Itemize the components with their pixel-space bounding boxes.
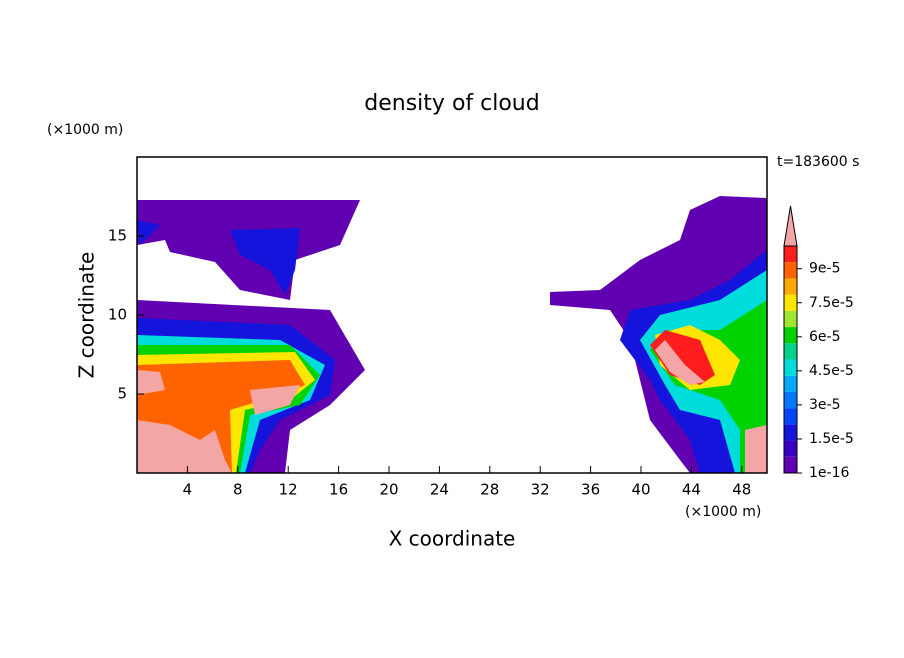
- colorbar-band: [784, 327, 797, 344]
- colorbar-band: [784, 343, 797, 360]
- contour-field: [137, 196, 767, 473]
- colorbar-band: [784, 440, 797, 457]
- colorbar-band: [784, 456, 797, 473]
- y-axis-label: Z coordinate: [75, 252, 99, 379]
- colorbar-tick-label: 9e-5: [809, 261, 840, 277]
- x-tick-label: 4: [183, 481, 193, 499]
- colorbar-tick-label: 3e-5: [809, 397, 840, 413]
- colorbar-tick-label: 1.5e-5: [809, 431, 854, 447]
- y-tick-label: 10: [108, 306, 127, 324]
- x-tick-label: 40: [631, 481, 650, 499]
- colorbar-tick-label: 7.5e-5: [809, 295, 854, 311]
- colorbar-band: [784, 262, 797, 279]
- colorbar-band: [784, 294, 797, 311]
- x-tick-label: 48: [732, 481, 751, 499]
- colorbar-extend: [783, 205, 798, 247]
- x-tick-label: 20: [379, 481, 398, 499]
- contour-region: [137, 220, 300, 295]
- y-tick-label: 5: [117, 385, 127, 403]
- y-unit: (×1000 m): [47, 122, 123, 138]
- chart-title: density of cloud: [364, 91, 539, 116]
- colorbar-tick-label: 1e-16: [809, 465, 849, 481]
- x-tick-label: 12: [279, 481, 298, 499]
- colorbar-band: [784, 375, 797, 392]
- x-tick-label: 8: [233, 481, 243, 499]
- x-unit: (×1000 m): [685, 504, 761, 520]
- x-tick-label: 44: [682, 481, 701, 499]
- x-tick-label: 16: [329, 481, 348, 499]
- colorbar-tick-label: 6e-5: [809, 329, 840, 345]
- time-label: t=183600 s: [777, 154, 859, 170]
- colorbar-band: [784, 278, 797, 295]
- colorbar-tick-label: 4.5e-5: [809, 363, 854, 379]
- contour-region: [137, 370, 300, 473]
- colorbar-band: [784, 246, 797, 263]
- x-tick-label: 28: [480, 481, 499, 499]
- colorbar-band: [784, 391, 797, 409]
- colorbar-frame: [783, 245, 798, 474]
- contour-region: [655, 340, 767, 473]
- x-tick-label: 36: [581, 481, 600, 499]
- x-axis-label: X coordinate: [389, 527, 516, 551]
- colorbar-band: [784, 359, 797, 376]
- x-tick-label: 24: [430, 481, 449, 499]
- colorbar-band: [784, 408, 797, 425]
- x-tick-label: 32: [531, 481, 550, 499]
- colorbar-band: [784, 424, 797, 441]
- colorbar-band: [784, 310, 797, 328]
- y-tick-label: 15: [108, 227, 127, 245]
